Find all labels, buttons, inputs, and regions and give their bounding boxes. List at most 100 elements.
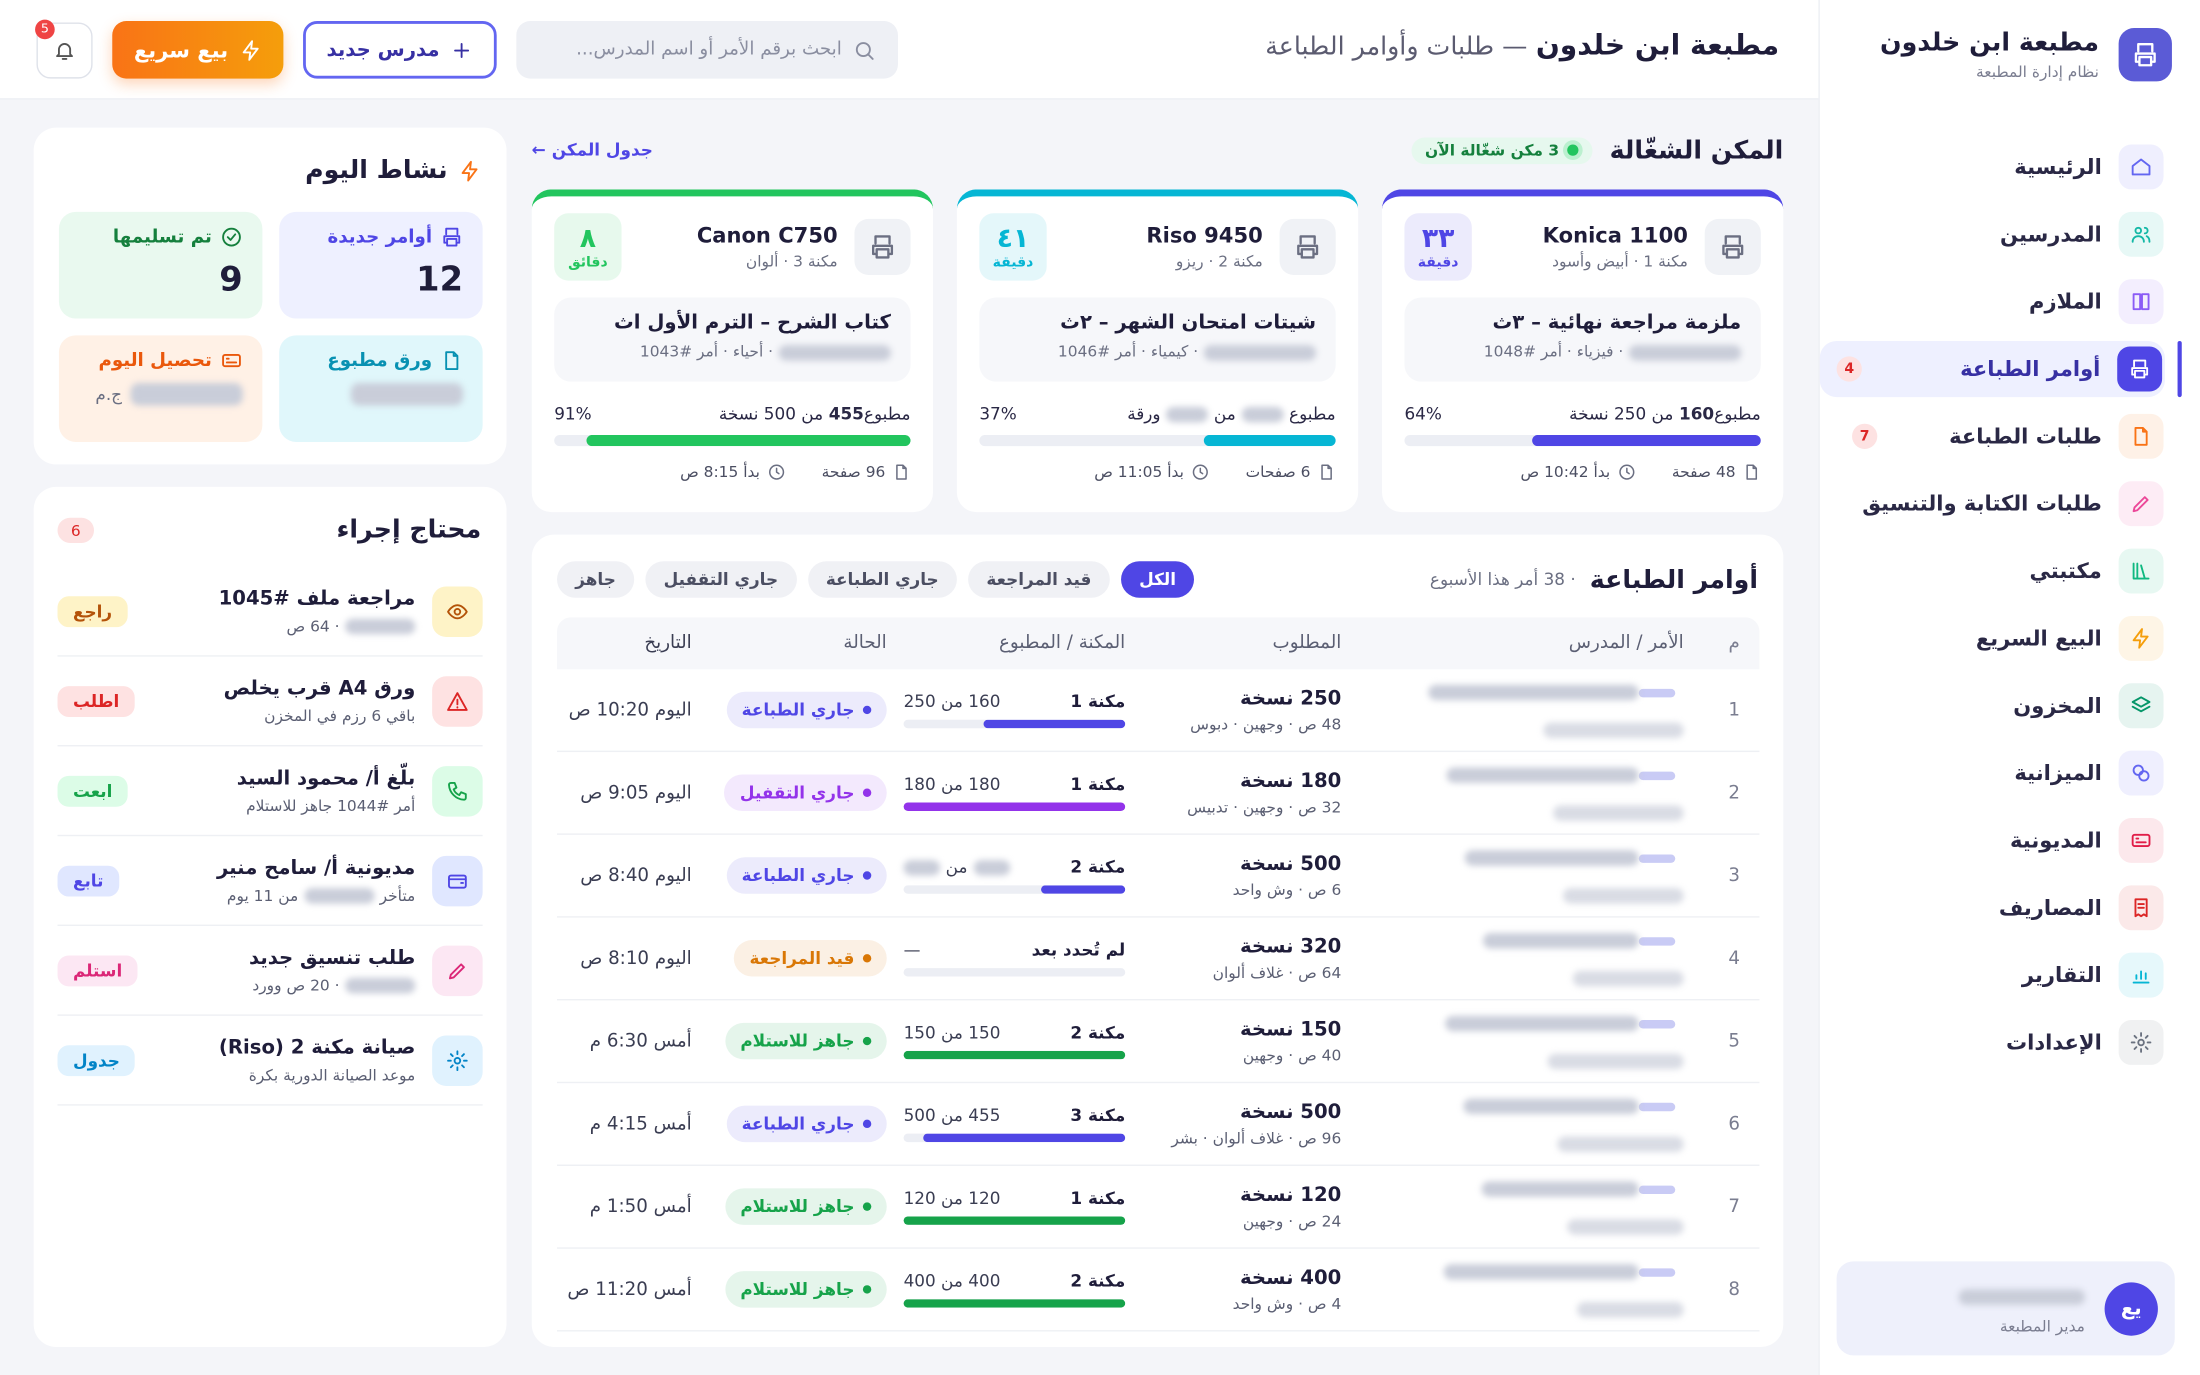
- action-item[interactable]: بلّغ أ/ محمود السيد أمر #1044 جاهز للاستل…: [57, 746, 483, 837]
- order-teacher: [1372, 716, 1684, 743]
- stats-grid: أوامر جديدة 12 تم تسليمها 9 ورق مطبوع تحصيل ا…: [58, 211, 483, 442]
- order-row[interactable]: 3 500 نسخة 6 ص · وش واحد مكنة 2 من جاري الطبا…: [557, 835, 1760, 918]
- filter-tab[interactable]: جاري الطباعة: [807, 561, 957, 598]
- action-button[interactable]: اطلب: [57, 685, 135, 717]
- notification-badge: 5: [35, 18, 55, 39]
- nav-item[interactable]: التقارير: [1835, 947, 2164, 1003]
- progress-fill: [1532, 434, 1761, 447]
- order-row[interactable]: 7 120 نسخة 24 ص · وجهين مكنة 1 120 من 120 جاه…: [557, 1166, 1760, 1249]
- nav-item[interactable]: المديونية: [1835, 812, 2164, 868]
- filter-tab[interactable]: جاري التقفيل: [645, 561, 797, 598]
- new-teacher-button[interactable]: مدرس جديد: [303, 21, 497, 79]
- blurred-text: [1203, 344, 1317, 360]
- nav-item[interactable]: المخزون: [1835, 678, 2164, 734]
- icon-shape: [2131, 696, 2151, 713]
- action-item[interactable]: مراجعة ملف #1045 · 64 ص راجع: [57, 567, 483, 657]
- printed-progress: 160 من 250: [904, 692, 1001, 712]
- action-button[interactable]: راجع: [57, 595, 128, 627]
- nav-item[interactable]: الإعدادات: [1835, 1014, 2164, 1070]
- job-meta-text: · كيمياء · أمر #1046: [1057, 342, 1199, 361]
- notifications-button[interactable]: 5: [35, 18, 93, 78]
- nav-item[interactable]: الملازم: [1835, 274, 2164, 330]
- blurred-text: [1464, 850, 1639, 866]
- icon: [447, 691, 468, 711]
- machine-card[interactable]: Canon C750 مكنة 3 · ألوان ٨ دقائق كتاب الشرح…: [531, 189, 934, 513]
- icon: [2131, 158, 2151, 176]
- job-title: ملزمة مراجعة نهائية – ٣ث: [1492, 311, 1742, 334]
- machine-card[interactable]: Konica 1100 مكنة 1 · أبيض وأسود ٣٣ دقيقة ملز…: [1382, 189, 1784, 513]
- order-row[interactable]: 8 400 نسخة 4 ص · وش واحد مكنة 2 400 من 400 جا…: [557, 1249, 1760, 1332]
- action-title: ورق A4 قرب يخلص: [223, 676, 416, 700]
- filter-tab[interactable]: الكل: [1120, 561, 1195, 598]
- machine-name: مكنة 1: [1070, 774, 1126, 795]
- printed-text: ورقة: [1127, 404, 1161, 424]
- status-label: جاري الطباعة: [741, 865, 855, 886]
- progress-fill: [903, 1299, 1126, 1308]
- action-button[interactable]: استلم: [57, 954, 138, 986]
- quick-sale-button[interactable]: بيع سريع: [112, 21, 284, 79]
- nav-item[interactable]: طلبات الطباعة 7: [1835, 408, 2164, 464]
- action-button[interactable]: جدول: [57, 1044, 136, 1076]
- action-text: ورق A4 قرب يخلص باقي 6 رزم في المخزن: [224, 677, 416, 725]
- status-label: جاري الطباعة: [741, 700, 855, 720]
- order-cell: [1372, 760, 1709, 825]
- action-item[interactable]: طلب تنسيق جديد · 20 ص وورد استلم: [57, 926, 483, 1016]
- stat-value-text: 12: [416, 259, 464, 299]
- icon: [2132, 293, 2150, 311]
- nav-item[interactable]: طلبات الكتابة والتنسيق: [1835, 476, 2164, 532]
- user-card[interactable]: يع مدير المطبعة: [1836, 1261, 2175, 1356]
- action-button[interactable]: تابع: [57, 864, 119, 896]
- nav-item[interactable]: الميزانية: [1835, 745, 2164, 801]
- nav-item[interactable]: الرئيسية: [1835, 139, 2164, 195]
- order-row[interactable]: 5 150 نسخة 40 ص · وجهين مكنة 2 150 من 150 جاه…: [557, 1000, 1760, 1084]
- search-box[interactable]: ابحث برقم الأمر أو اسم المدرس...: [516, 21, 898, 79]
- action-item[interactable]: ورق A4 قرب يخلص باقي 6 رزم في المخزن اطلب: [57, 657, 483, 747]
- nav-item[interactable]: البيع السريع: [1835, 610, 2164, 666]
- filter-tab[interactable]: جاهز: [557, 561, 635, 598]
- icon-shape: [448, 962, 465, 979]
- action-item[interactable]: صيانة مكنة 2 (Riso) موعد الصيانة الدورية …: [57, 1016, 483, 1106]
- job-title: شيتات امتحان الشهر – ٢ث: [1060, 311, 1317, 334]
- action-icon: [432, 585, 483, 637]
- nav-item[interactable]: المصاريف: [1835, 880, 2164, 936]
- action-item[interactable]: مديونية أ/ سامح منير متأخر من 11 يوم تابع: [57, 836, 483, 927]
- order-row[interactable]: 4 320 نسخة 64 ص · غلاف ألوان لم تُحدد بعد — ق…: [557, 918, 1760, 1001]
- card-footer: 48 صفحة بدأ 10:42 ص: [1404, 463, 1760, 481]
- nav-item[interactable]: المدرسين: [1835, 206, 2164, 262]
- nav-list: الرئيسية المدرسين الملازم أوامر الطباعة 4 طلب…: [1819, 139, 2182, 1082]
- icon-shape: [222, 227, 241, 247]
- machine-card[interactable]: Riso 9450 مكنة 2 · ريزو ٤١ دقيقة شيتات امتحا…: [956, 189, 1359, 513]
- nav-item[interactable]: أوامر الطباعة 4: [1819, 340, 2182, 398]
- order-row[interactable]: 2 180 نسخة 32 ص · وجهين · تدبيس مكنة 1 180 م…: [557, 752, 1760, 835]
- order-row[interactable]: 6 500 نسخة 96 ص · غلاف ألوان · بشر مكنة 3 45…: [557, 1083, 1760, 1166]
- icon: [222, 227, 241, 247]
- printed-progress: 400 من 400: [904, 1271, 1001, 1291]
- nav-label: التقارير: [2021, 962, 2102, 988]
- order-row[interactable]: 1 250 نسخة 48 ص · وجهين · دبوس مكنة 1 160 من…: [557, 669, 1760, 753]
- card-header: Riso 9450 مكنة 2 · ريزو ٤١ دقيقة: [979, 213, 1336, 281]
- user-text: مدير المطبعة: [1958, 1282, 2085, 1335]
- icon: [1618, 464, 1634, 480]
- machines-schedule-link[interactable]: جدول المكن ←: [531, 140, 653, 160]
- stat-card: أوامر جديدة 12: [279, 211, 483, 319]
- request-cell: 320 نسخة 64 ص · غلاف ألوان: [1134, 935, 1373, 981]
- blurred-text: [303, 888, 375, 904]
- status-dot: [862, 1285, 872, 1294]
- icon: [461, 160, 478, 181]
- blurred-text: [345, 618, 416, 635]
- today-activity-panel: نشاط اليوم أوامر جديدة 12 تم تسليمها 9 ورق مط…: [33, 127, 507, 465]
- icon-shape: [1192, 464, 1208, 480]
- nav-item[interactable]: مكتبتي: [1835, 543, 2164, 599]
- copies: 400 نسخة: [1240, 1266, 1342, 1289]
- icon-shape: [242, 39, 259, 61]
- status-cell: جاري الطباعة: [699, 857, 895, 894]
- blurred-text: [1958, 1288, 2085, 1305]
- order-date: اليوم 10:20 ص: [568, 699, 692, 721]
- action-meta-text: من 11 يوم: [226, 886, 299, 905]
- stat-value: 9: [79, 260, 243, 299]
- filter-tab[interactable]: قيد المراجعة: [968, 561, 1110, 598]
- action-title: مراجعة ملف #1045: [218, 587, 416, 610]
- action-button[interactable]: ابعت: [57, 775, 128, 807]
- stat-label: أوامر جديدة: [299, 226, 463, 248]
- machine-line: مكنة 1 160 من 250: [904, 692, 1126, 712]
